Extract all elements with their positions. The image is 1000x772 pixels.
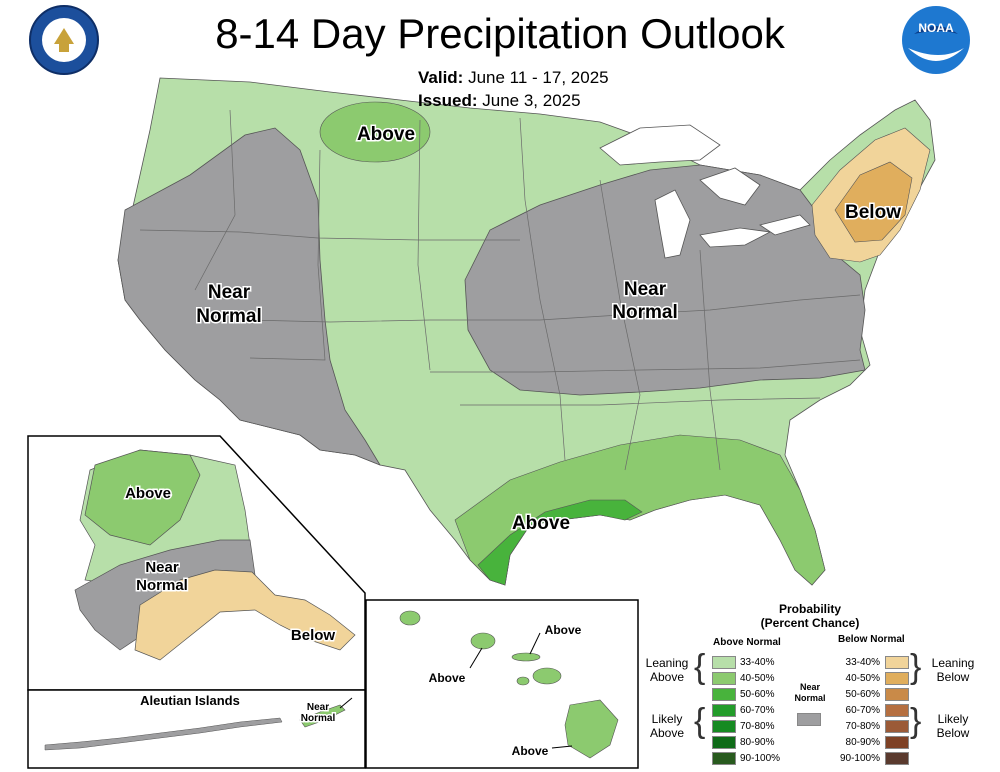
legend-below-swatch-2 <box>885 688 909 701</box>
legend-below-swatch-label-4: 70-80% <box>845 721 880 732</box>
legend-likely-above: Likely Above <box>640 712 694 740</box>
legend-brace-likely-above: { <box>694 702 706 740</box>
hawaii-islands <box>399 610 619 759</box>
valid-value: June 11 - 17, 2025 <box>468 68 609 87</box>
label-alaska-near-2: Normal <box>136 577 188 594</box>
legend-below-swatch-label-2: 50-60% <box>845 689 880 700</box>
label-hawaii-above-2: Above <box>545 623 582 637</box>
issued-label: Issued: <box>418 91 478 110</box>
legend-likely-below-2: Below <box>936 726 970 740</box>
legend-below-swatch-4 <box>885 720 909 733</box>
legend-title: Probability (Percent Chance) <box>740 602 880 630</box>
legend-brace-leaning-above: { <box>694 648 706 686</box>
conus-above-40-50-north <box>319 101 431 163</box>
legend-likely-below-1: Likely <box>937 712 969 726</box>
valid-label: Valid: <box>418 68 464 87</box>
label-alaska-near-1: Near <box>145 559 179 576</box>
label-above-north: Above <box>357 124 415 145</box>
legend-near-normal-swatch <box>797 713 821 726</box>
noaa-logo-text: NOAA <box>918 21 954 35</box>
conus-below-40-50-northeast <box>834 161 913 243</box>
legend-above-swatch-label-6: 90-100% <box>740 753 781 764</box>
valid-line: Valid: June 11 - 17, 2025 <box>418 68 609 88</box>
legend-likely-below: Likely Below <box>926 712 980 740</box>
legend-below-swatch-6 <box>885 752 909 765</box>
legend-below-swatch-label-0: 33-40% <box>845 657 880 668</box>
legend-below-swatch-label-6: 90-100% <box>839 753 880 764</box>
legend-above-swatch-6 <box>712 752 736 765</box>
legend-near-line2: Normal <box>794 693 826 703</box>
legend-below-swatch-0 <box>885 656 909 669</box>
label-above-gulf: Above <box>512 513 570 534</box>
legend-brace-leaning-below: } <box>910 648 922 686</box>
alaska-below-33-40 <box>134 569 356 661</box>
legend-near-line1: Near <box>799 682 820 692</box>
legend-below-swatch-label-1: 40-50% <box>845 673 880 684</box>
legend-above-swatch-1 <box>712 672 736 685</box>
legend-above-swatch-3 <box>712 704 736 717</box>
legend-below-head: Below Normal <box>838 634 905 645</box>
conus-above-50-60-gulf <box>477 499 643 586</box>
legend-leaning-above: Leaning Above <box>640 656 694 684</box>
label-below-northeast: Below <box>845 202 901 223</box>
commerce-seal-icon <box>29 5 99 75</box>
label-near-central-1: Near <box>624 279 667 300</box>
hawaii-pointer-lines <box>339 632 573 749</box>
noaa-logo-icon: NOAA <box>902 6 970 74</box>
legend-above-swatch-label-1: 40-50% <box>740 673 775 684</box>
state-borders <box>139 109 861 471</box>
conus-near-normal-west-region <box>117 127 381 466</box>
legend-above-swatch-label-2: 50-60% <box>740 689 775 700</box>
legend-above-swatch-label-0: 33-40% <box>740 657 775 668</box>
legend-leaning-above-1: Leaning <box>645 656 689 670</box>
legend-subtitle: (Percent Chance) <box>760 616 860 630</box>
legend-below-swatch-5 <box>885 736 909 749</box>
label-aleutian-title: Aleutian Islands <box>140 693 240 708</box>
legend-above-swatch-label-4: 70-80% <box>740 721 775 732</box>
label-near-central-2: Normal <box>612 302 677 323</box>
label-aleutian-near-2: Normal <box>301 713 336 724</box>
page-title: 8-14 Day Precipitation Outlook <box>215 10 785 57</box>
alaska-above-40-50 <box>84 449 201 546</box>
label-alaska-below: Below <box>291 627 336 644</box>
label-hawaii-above-1: Above <box>429 671 466 685</box>
label-aleutian-near-1: Near <box>307 702 329 713</box>
issued-value: June 3, 2025 <box>482 91 581 110</box>
legend-above-swatch-0 <box>712 656 736 669</box>
legend-above-swatch-4 <box>712 720 736 733</box>
legend-brace-likely-below: } <box>910 702 922 740</box>
legend-title-main: Probability <box>778 602 841 616</box>
aleutian-islands <box>299 704 346 728</box>
great-lakes <box>599 124 811 259</box>
legend-above-swatch-label-3: 60-70% <box>740 705 775 716</box>
legend-likely-above-1: Likely <box>651 712 683 726</box>
legend-above-swatch-label-5: 80-90% <box>740 737 775 748</box>
label-near-west-1: Near <box>208 282 251 303</box>
label-hawaii-above-3: Above <box>512 744 549 758</box>
legend-near-normal-label: Near Normal <box>790 682 830 704</box>
legend-below-swatch-label-5: 80-90% <box>845 737 880 748</box>
legend-below-swatch-1 <box>885 672 909 685</box>
label-alaska-above: Above <box>125 485 171 502</box>
legend-below-swatch-label-3: 60-70% <box>845 705 880 716</box>
legend-above-head: Above Normal <box>713 637 781 648</box>
label-near-west-2: Normal <box>196 306 261 327</box>
legend-likely-above-2: Above <box>649 726 685 740</box>
legend-below-swatch-3 <box>885 704 909 717</box>
legend-leaning-below-1: Leaning <box>931 656 975 670</box>
aleutian-chain-gray <box>44 717 283 751</box>
legend-leaning-below: Leaning Below <box>926 656 980 684</box>
legend-leaning-above-2: Above <box>649 670 685 684</box>
legend-above-swatch-2 <box>712 688 736 701</box>
legend-leaning-below-2: Below <box>936 670 970 684</box>
legend-above-swatch-5 <box>712 736 736 749</box>
issued-line: Issued: June 3, 2025 <box>418 91 581 111</box>
